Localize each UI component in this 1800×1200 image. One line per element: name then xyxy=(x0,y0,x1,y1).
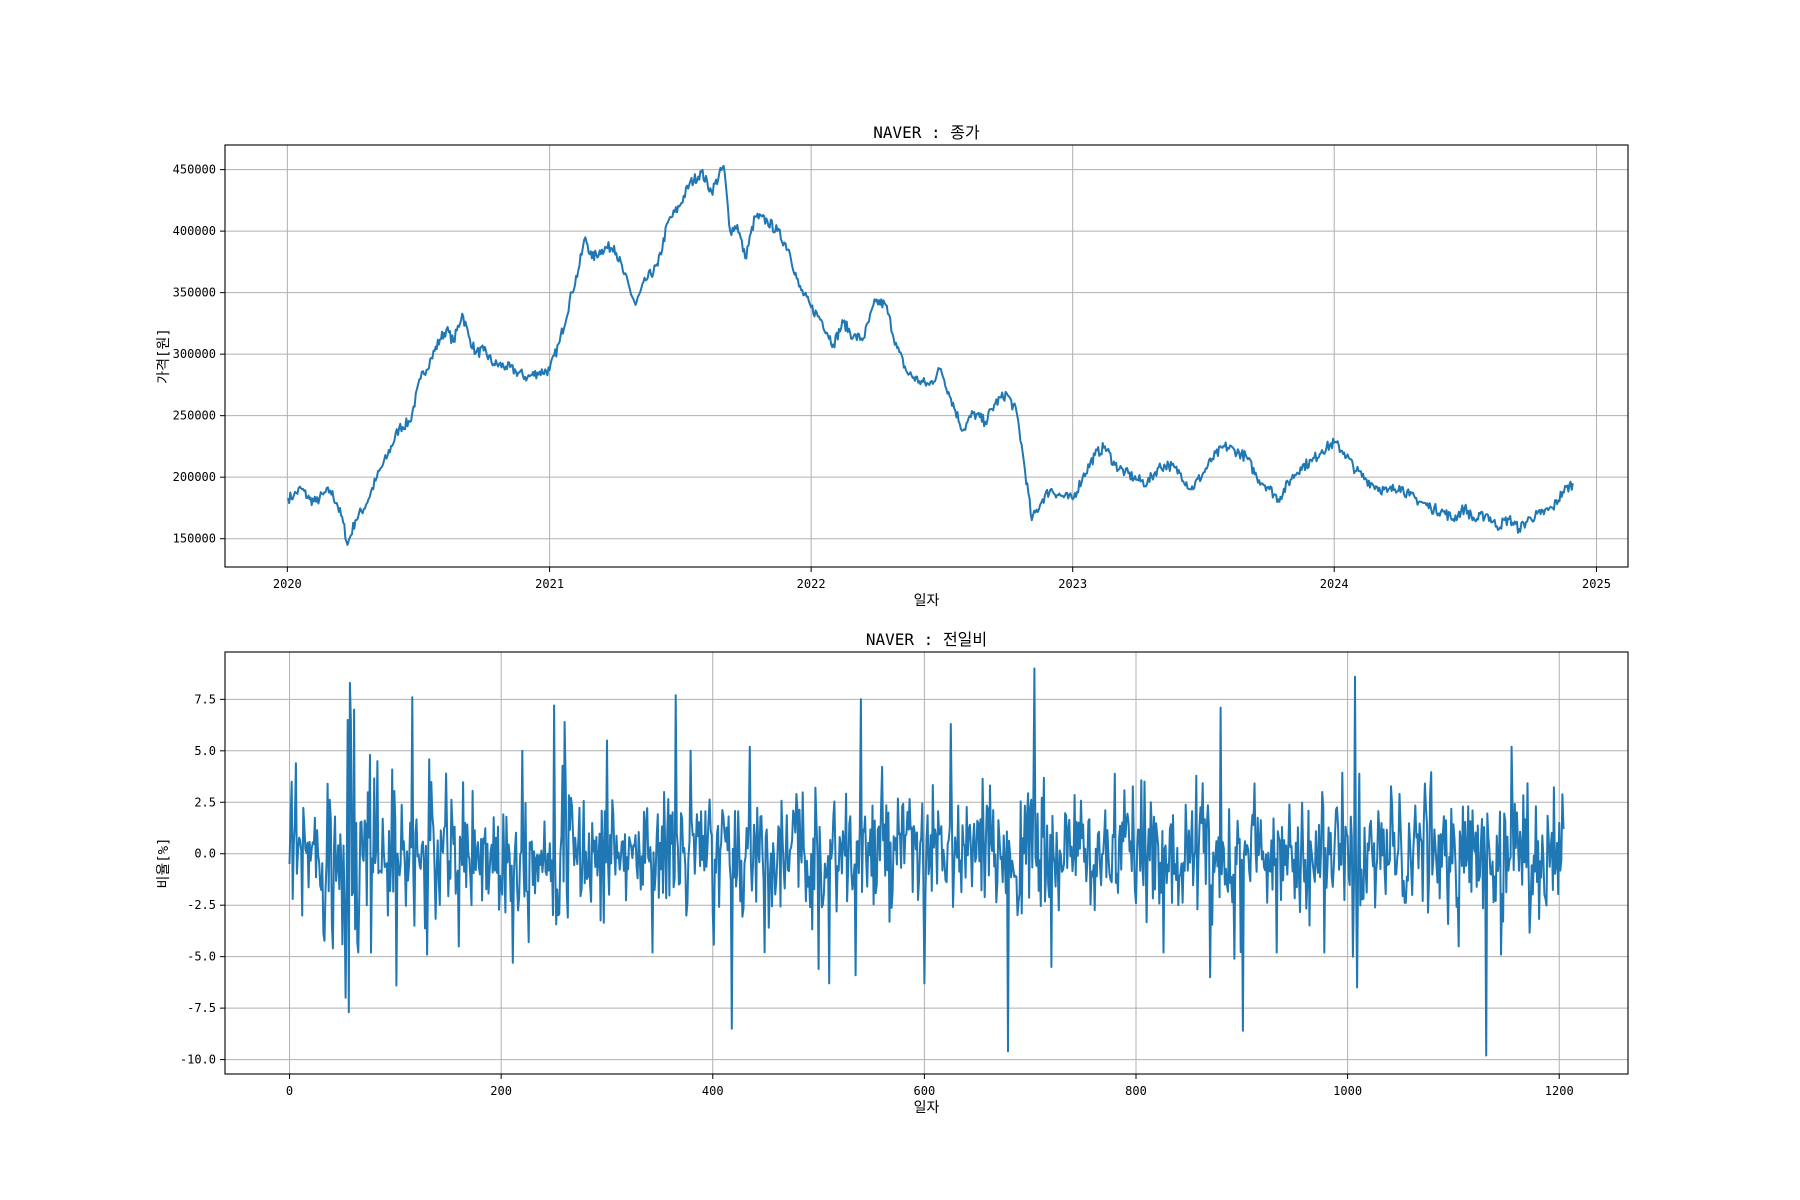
x-tick-label: 2023 xyxy=(1058,577,1087,591)
x-tick-label: 2020 xyxy=(273,577,302,591)
y-tick-label: 5.0 xyxy=(194,744,216,758)
y-tick-label: 200000 xyxy=(173,470,216,484)
x-tick-label: 2022 xyxy=(797,577,826,591)
close-price-plot-frame xyxy=(224,144,1629,568)
x-tick-label: 2025 xyxy=(1582,577,1611,591)
y-tick-label: -7.5 xyxy=(187,1001,216,1015)
y-tick-label: -10.0 xyxy=(180,1053,216,1067)
close-price-line xyxy=(287,164,1574,546)
daily-change-line xyxy=(288,667,1565,1057)
y-tick-label: 0.0 xyxy=(194,847,216,861)
x-tick-label: 400 xyxy=(702,1084,724,1098)
daily-change-plot-frame xyxy=(224,651,1629,1075)
close-price-chart: 2020 2021 2022 2023 2024 2025 150000 200000 2500… xyxy=(156,123,1629,609)
y-tick-label: 350000 xyxy=(173,286,216,300)
close-price-x-label: 일자 xyxy=(914,593,940,609)
y-tick-label: 150000 xyxy=(173,532,216,546)
x-tick-label: 2021 xyxy=(535,577,564,591)
close-price-series xyxy=(287,164,1574,546)
close-price-y-label: 가격[원] xyxy=(156,328,172,384)
daily-change-y-label: 비율[%] xyxy=(156,837,172,888)
x-tick-label: 1000 xyxy=(1333,1084,1362,1098)
daily-change-chart: 0 200 400 600 800 1000 1200 -10.0 -7.5 -5.0 -2.5 0.… xyxy=(156,630,1629,1116)
close-price-title: NAVER : 종가 xyxy=(873,123,980,142)
y-tick-label: -2.5 xyxy=(187,898,216,912)
x-tick-label: 1200 xyxy=(1545,1084,1574,1098)
y-tick-label: 300000 xyxy=(173,347,216,361)
y-tick-label: 250000 xyxy=(173,409,216,423)
close-price-ticks: 2020 2021 2022 2023 2024 2025 150000 200000 2500… xyxy=(173,163,1611,591)
daily-change-x-label: 일자 xyxy=(914,1100,940,1116)
close-price-grid xyxy=(225,145,1628,567)
y-tick-label: 450000 xyxy=(173,163,216,177)
y-tick-label: 2.5 xyxy=(194,795,216,809)
x-tick-label: 0 xyxy=(286,1084,293,1098)
y-tick-label: 400000 xyxy=(173,224,216,238)
daily-change-series xyxy=(288,667,1565,1057)
x-tick-label: 2024 xyxy=(1320,577,1349,591)
x-tick-label: 800 xyxy=(1125,1084,1147,1098)
daily-change-ticks: 0 200 400 600 800 1000 1200 -10.0 -7.5 -5.0 -2.5 0.… xyxy=(180,692,1574,1098)
y-tick-label: -5.0 xyxy=(187,950,216,964)
x-tick-label: 200 xyxy=(490,1084,512,1098)
x-tick-label: 600 xyxy=(914,1084,936,1098)
y-tick-label: 7.5 xyxy=(194,692,216,706)
daily-change-title: NAVER : 전일비 xyxy=(866,630,987,649)
